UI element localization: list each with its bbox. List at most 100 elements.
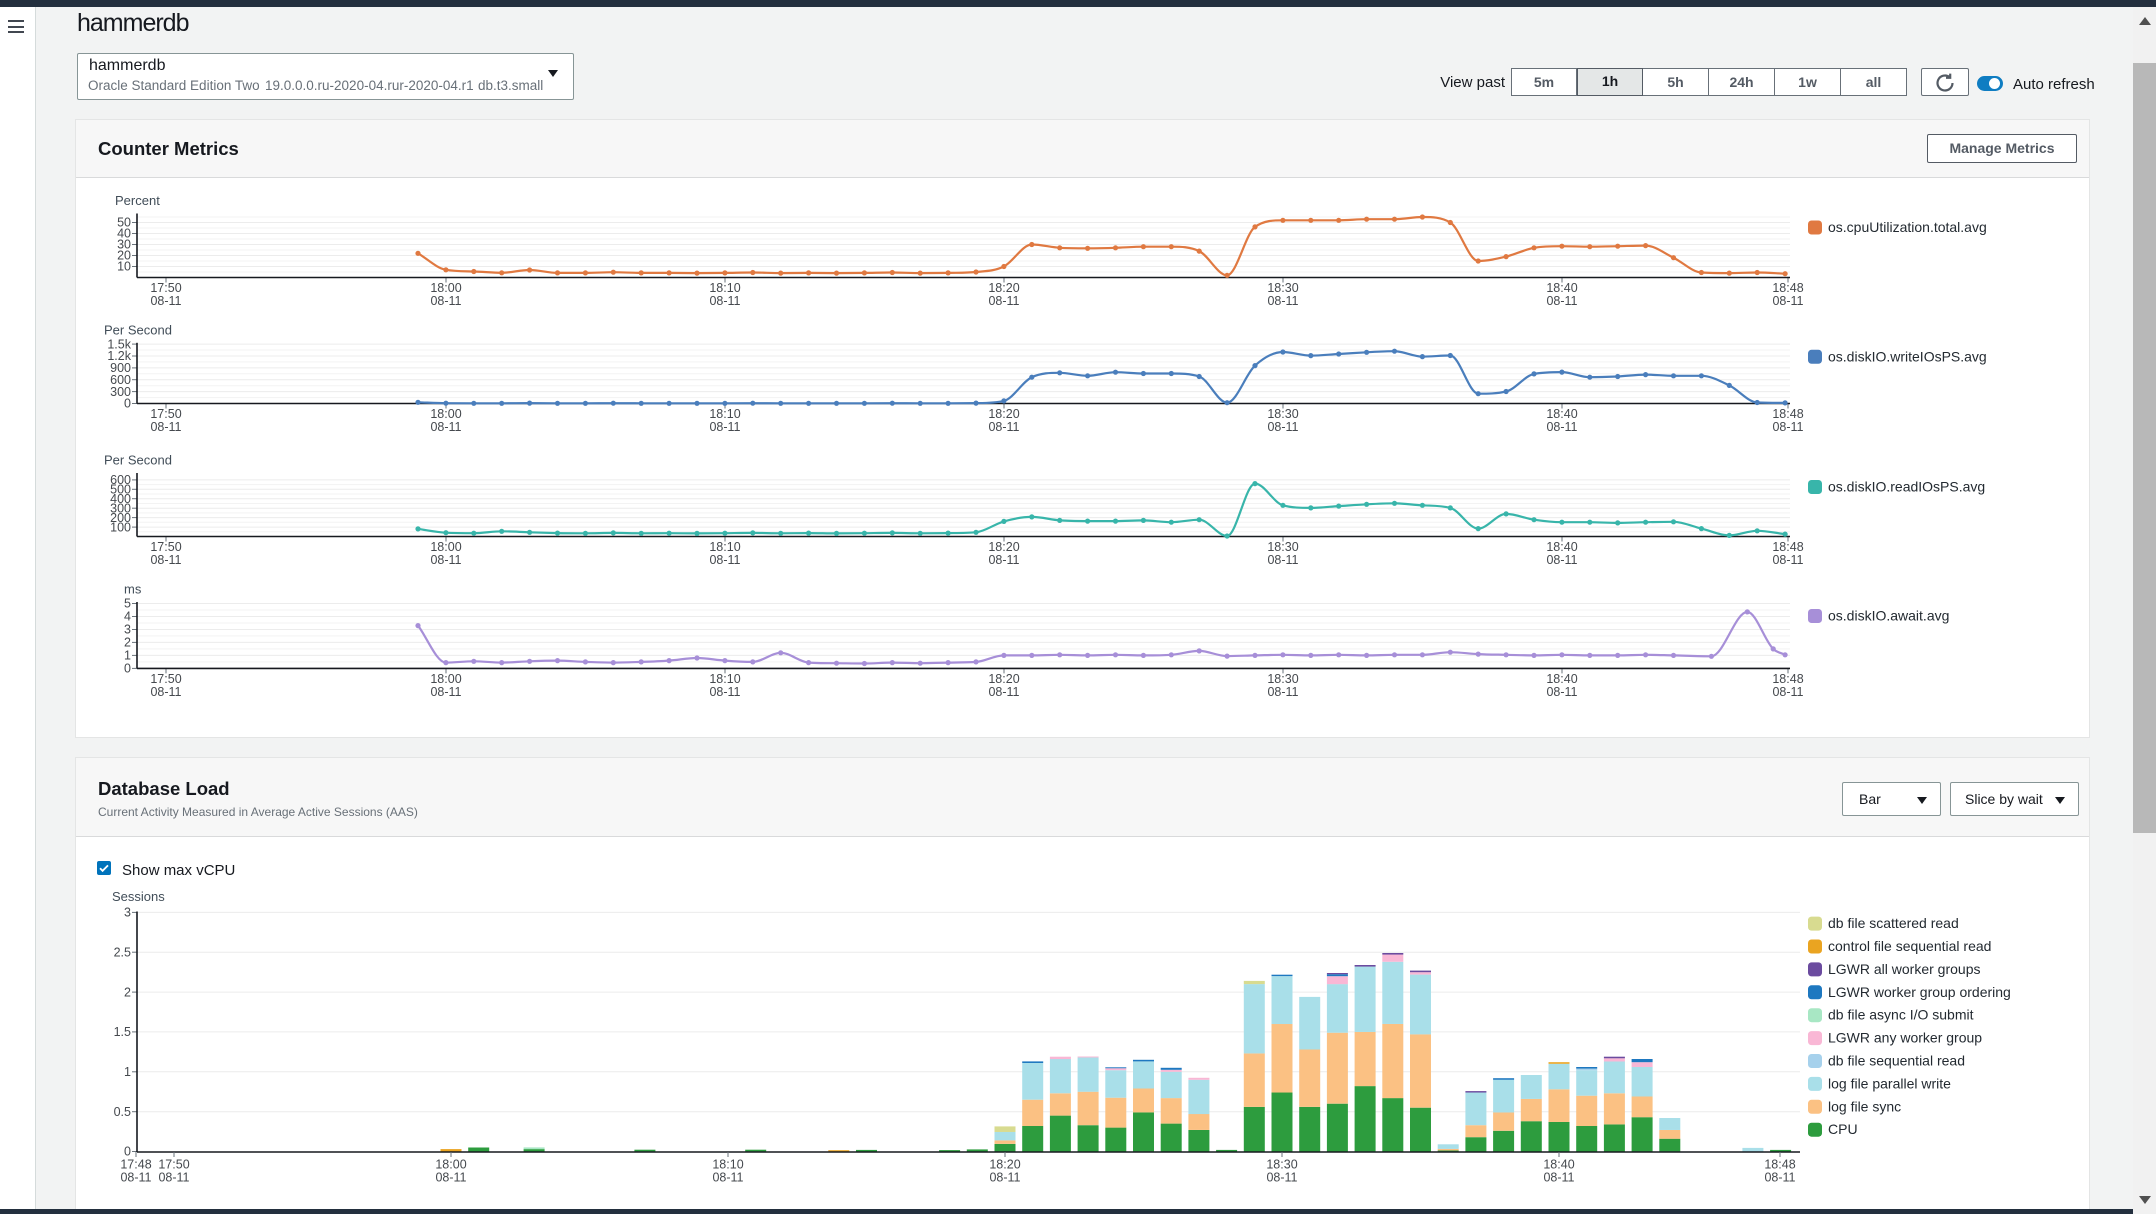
svg-text:1: 1 [124, 1065, 131, 1079]
svg-text:08-11: 08-11 [988, 420, 1019, 434]
svg-text:600: 600 [110, 373, 131, 387]
svg-text:2: 2 [124, 636, 131, 650]
svg-text:os.diskIO.await.avg: os.diskIO.await.avg [1828, 608, 1949, 624]
svg-text:18:00: 18:00 [435, 1158, 466, 1172]
svg-text:0.5: 0.5 [114, 1105, 131, 1119]
svg-text:30: 30 [117, 238, 131, 252]
svg-text:control file sequential read: control file sequential read [1828, 938, 1991, 954]
svg-text:18:48: 18:48 [1772, 407, 1803, 421]
svg-text:log file parallel write: log file parallel write [1828, 1075, 1951, 1091]
svg-text:08-11: 08-11 [1267, 294, 1298, 308]
svg-text:5: 5 [124, 597, 131, 611]
svg-text:Sessions: Sessions [112, 889, 165, 904]
svg-text:300: 300 [110, 501, 131, 515]
svg-text:08-11: 08-11 [430, 685, 461, 699]
svg-text:08-11: 08-11 [1546, 420, 1577, 434]
svg-text:log file sync: log file sync [1828, 1098, 1901, 1114]
svg-text:18:00: 18:00 [430, 281, 461, 295]
svg-text:os.diskIO.writeIOsPS.avg: os.diskIO.writeIOsPS.avg [1828, 348, 1987, 364]
svg-text:600: 600 [110, 473, 131, 487]
svg-text:18:20: 18:20 [989, 1158, 1020, 1172]
svg-text:08-11: 08-11 [150, 294, 181, 308]
svg-text:17:48: 17:48 [120, 1158, 151, 1172]
svg-text:Per Second: Per Second [104, 453, 172, 468]
svg-text:08-11: 08-11 [435, 1171, 466, 1185]
svg-text:08-11: 08-11 [430, 294, 461, 308]
svg-text:08-11: 08-11 [1546, 553, 1577, 567]
svg-text:18:10: 18:10 [709, 672, 740, 686]
svg-text:900: 900 [110, 361, 131, 375]
svg-text:08-11: 08-11 [1772, 553, 1803, 567]
svg-text:08-11: 08-11 [120, 1171, 151, 1185]
svg-text:08-11: 08-11 [1546, 685, 1577, 699]
svg-text:08-11: 08-11 [1267, 685, 1298, 699]
svg-text:ms: ms [124, 582, 142, 597]
svg-text:100: 100 [110, 520, 131, 534]
svg-text:18:20: 18:20 [988, 281, 1019, 295]
svg-text:18:40: 18:40 [1546, 407, 1577, 421]
svg-text:1.2k: 1.2k [107, 349, 131, 363]
svg-text:18:48: 18:48 [1772, 281, 1803, 295]
svg-text:LGWR worker group ordering: LGWR worker group ordering [1828, 984, 2011, 1000]
svg-text:2.5: 2.5 [114, 946, 131, 960]
svg-text:08-11: 08-11 [1772, 294, 1803, 308]
svg-text:Per Second: Per Second [104, 322, 172, 337]
svg-text:3: 3 [124, 623, 131, 637]
svg-text:18:30: 18:30 [1267, 281, 1298, 295]
svg-text:18:20: 18:20 [988, 407, 1019, 421]
svg-text:1.5: 1.5 [114, 1025, 131, 1039]
svg-text:1: 1 [124, 649, 131, 663]
svg-text:18:00: 18:00 [430, 540, 461, 554]
svg-text:18:10: 18:10 [709, 281, 740, 295]
svg-text:40: 40 [117, 227, 131, 241]
svg-text:2: 2 [124, 985, 131, 999]
svg-text:08-11: 08-11 [988, 553, 1019, 567]
svg-text:18:20: 18:20 [988, 540, 1019, 554]
svg-text:10: 10 [117, 260, 131, 274]
svg-text:08-11: 08-11 [1267, 553, 1298, 567]
svg-text:18:30: 18:30 [1266, 1158, 1297, 1172]
svg-text:08-11: 08-11 [709, 294, 740, 308]
svg-text:18:30: 18:30 [1267, 672, 1298, 686]
svg-text:18:00: 18:00 [430, 672, 461, 686]
svg-text:CPU: CPU [1828, 1121, 1858, 1137]
svg-text:08-11: 08-11 [1772, 420, 1803, 434]
svg-text:08-11: 08-11 [1267, 420, 1298, 434]
svg-text:08-11: 08-11 [709, 553, 740, 567]
svg-text:08-11: 08-11 [1546, 294, 1577, 308]
svg-text:os.cpuUtilization.total.avg: os.cpuUtilization.total.avg [1828, 219, 1987, 235]
svg-text:18:40: 18:40 [1546, 281, 1577, 295]
svg-text:08-11: 08-11 [430, 553, 461, 567]
svg-text:LGWR any worker group: LGWR any worker group [1828, 1030, 1982, 1046]
svg-text:18:20: 18:20 [988, 672, 1019, 686]
svg-text:18:10: 18:10 [709, 540, 740, 554]
svg-text:08-11: 08-11 [150, 553, 181, 567]
svg-text:18:40: 18:40 [1546, 672, 1577, 686]
svg-text:500: 500 [110, 483, 131, 497]
svg-text:200: 200 [110, 511, 131, 525]
svg-text:08-11: 08-11 [988, 294, 1019, 308]
svg-text:08-11: 08-11 [1543, 1171, 1574, 1185]
svg-text:0: 0 [124, 397, 131, 411]
svg-text:300: 300 [110, 385, 131, 399]
svg-text:db file sequential read: db file sequential read [1828, 1053, 1965, 1069]
svg-text:17:50: 17:50 [150, 672, 181, 686]
svg-text:08-11: 08-11 [150, 420, 181, 434]
svg-text:18:00: 18:00 [430, 407, 461, 421]
svg-text:db file async I/O submit: db file async I/O submit [1828, 1007, 1974, 1023]
svg-text:4: 4 [124, 610, 131, 624]
svg-text:08-11: 08-11 [1772, 685, 1803, 699]
svg-text:17:50: 17:50 [150, 407, 181, 421]
svg-text:db file scattered read: db file scattered read [1828, 915, 1959, 931]
svg-text:08-11: 08-11 [1764, 1171, 1795, 1185]
svg-text:18:40: 18:40 [1546, 540, 1577, 554]
svg-text:18:10: 18:10 [709, 407, 740, 421]
svg-text:18:10: 18:10 [712, 1158, 743, 1172]
svg-text:08-11: 08-11 [712, 1171, 743, 1185]
svg-text:08-11: 08-11 [709, 420, 740, 434]
svg-text:18:48: 18:48 [1764, 1158, 1795, 1172]
svg-text:0: 0 [124, 662, 131, 676]
svg-text:18:48: 18:48 [1772, 672, 1803, 686]
svg-text:08-11: 08-11 [1266, 1171, 1297, 1185]
svg-text:400: 400 [110, 492, 131, 506]
